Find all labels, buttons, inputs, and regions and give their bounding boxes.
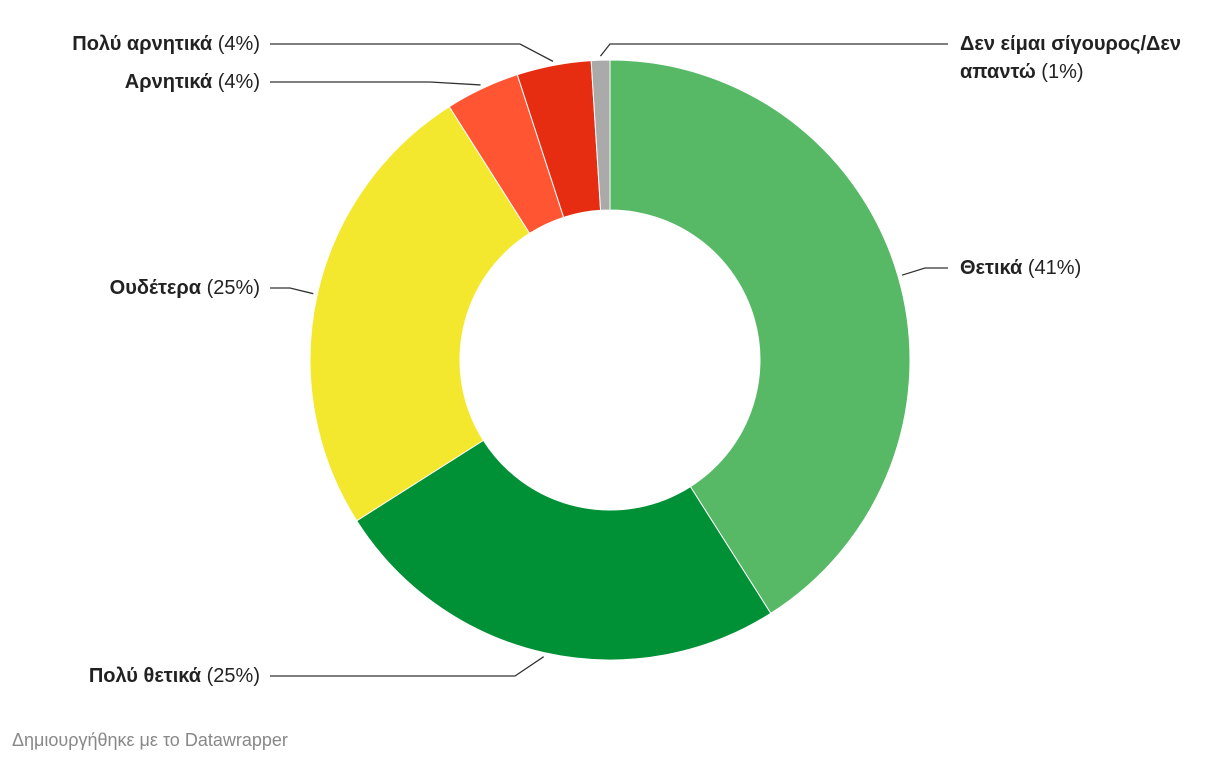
slice-label: Αρνητικά (4%) (0, 68, 260, 96)
category-name: Αρνητικά (124, 71, 213, 93)
leader-line (270, 81, 481, 86)
donut-slice (356, 439, 772, 661)
slice-label: Πολύ θετικά (25%) (0, 662, 260, 690)
slice-label: Ουδέτερα (25%) (0, 274, 260, 302)
slice-label: Δεν είμαι σίγουρος/Δεν απαντώ (1%) (960, 30, 1200, 86)
value-label: (1%) (1041, 61, 1084, 83)
leader-line (270, 287, 314, 295)
category-name: Θετικά (960, 257, 1023, 279)
category-name: Πολύ αρνητικά (72, 33, 213, 55)
slice-label: Θετικά (41%) (960, 254, 1200, 282)
value-label: (4%) (217, 33, 260, 55)
leader-line (901, 267, 948, 276)
value-label: (4%) (217, 71, 260, 93)
donut-slice (590, 59, 611, 211)
category-name: Δεν είμαι σίγουρος/Δεν απαντώ (960, 33, 1181, 83)
category-name: Ουδέτερα (109, 277, 202, 299)
donut-slice (309, 106, 531, 522)
leader-line (270, 656, 545, 677)
value-label: (25%) (206, 277, 260, 299)
slice-label: Πολύ αρνητικά (4%) (0, 30, 260, 58)
category-name: Πολύ θετικά (88, 665, 202, 687)
leader-line (599, 43, 948, 57)
value-label: (25%) (206, 665, 260, 687)
value-label: (41%) (1027, 257, 1082, 279)
footer: Δημιουργήθηκε με το Datawrapper (12, 730, 288, 750)
donut-slice (609, 59, 911, 614)
leader-line (270, 43, 554, 62)
